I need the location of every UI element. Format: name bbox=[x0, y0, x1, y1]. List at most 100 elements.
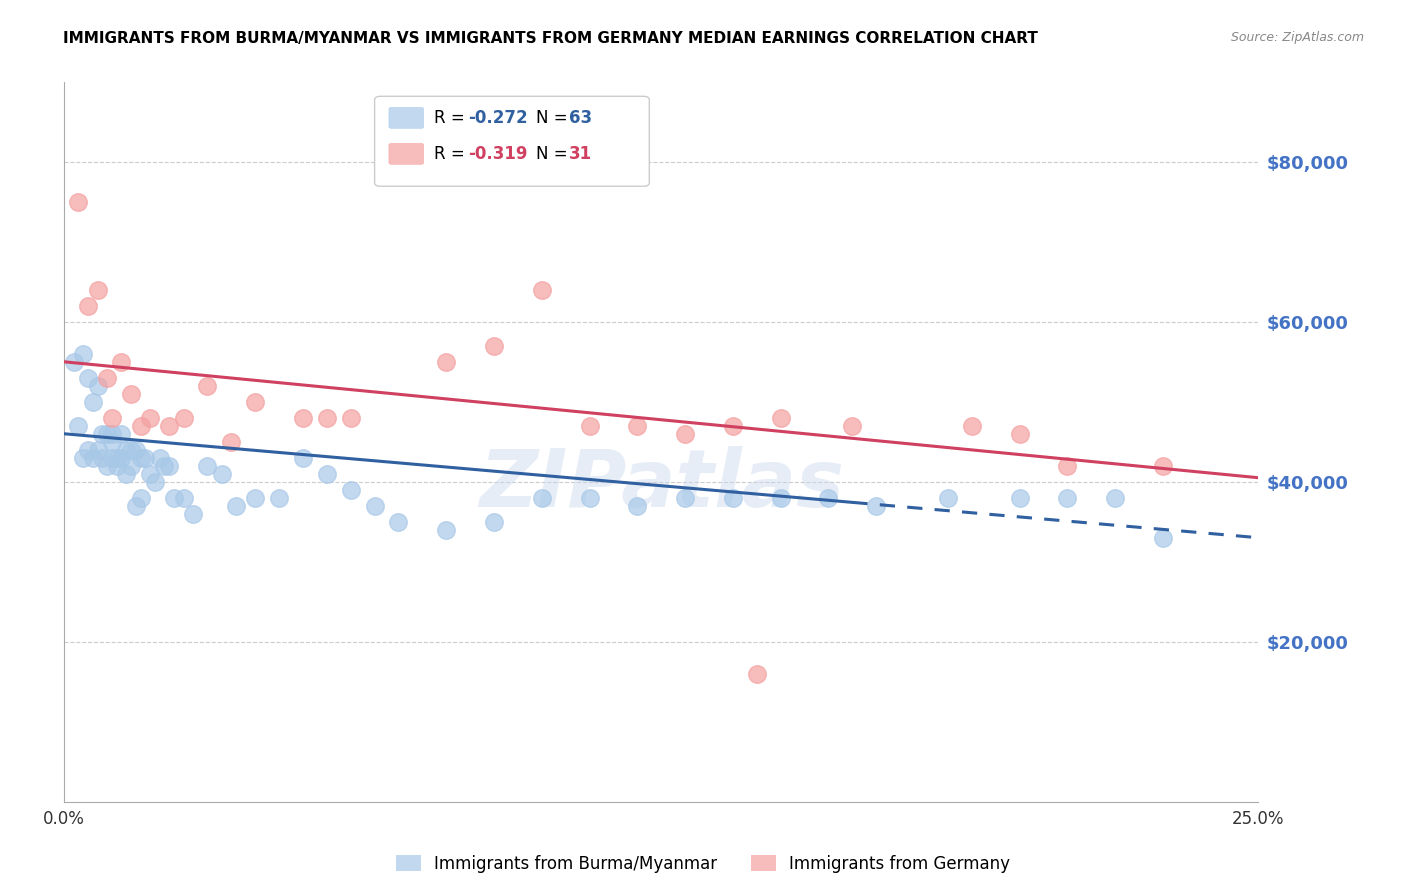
Point bbox=[626, 418, 648, 433]
FancyBboxPatch shape bbox=[389, 144, 423, 164]
Text: IMMIGRANTS FROM BURMA/MYANMAR VS IMMIGRANTS FROM GERMANY MEDIAN EARNINGS CORRELA: IMMIGRANTS FROM BURMA/MYANMAR VS IMMIGRA… bbox=[63, 31, 1038, 46]
Point bbox=[578, 418, 600, 433]
Point bbox=[163, 491, 186, 505]
Point bbox=[173, 410, 195, 425]
Point bbox=[157, 418, 180, 433]
Text: 31: 31 bbox=[569, 145, 592, 163]
Point bbox=[72, 347, 94, 361]
Point bbox=[143, 475, 166, 489]
Point bbox=[82, 450, 104, 465]
Point bbox=[626, 499, 648, 513]
Text: N =: N = bbox=[536, 109, 572, 127]
Point bbox=[363, 499, 385, 513]
Point bbox=[62, 355, 84, 369]
Point bbox=[139, 467, 162, 481]
Point bbox=[211, 467, 233, 481]
Point bbox=[482, 339, 505, 353]
Text: ZIPatlas: ZIPatlas bbox=[479, 446, 844, 524]
Point bbox=[125, 499, 148, 513]
Point bbox=[841, 418, 863, 433]
FancyBboxPatch shape bbox=[374, 96, 650, 186]
Point bbox=[129, 418, 152, 433]
Point bbox=[110, 450, 132, 465]
Point bbox=[197, 378, 219, 392]
Point bbox=[110, 426, 132, 441]
Point bbox=[173, 491, 195, 505]
Text: -0.272: -0.272 bbox=[468, 109, 527, 127]
Text: N =: N = bbox=[536, 145, 572, 163]
Point bbox=[219, 434, 242, 449]
Point bbox=[1008, 491, 1031, 505]
Point bbox=[139, 410, 162, 425]
Point bbox=[153, 458, 176, 473]
Point bbox=[96, 371, 118, 385]
Text: R =: R = bbox=[434, 109, 471, 127]
Point bbox=[578, 491, 600, 505]
Point bbox=[67, 194, 90, 209]
Point bbox=[86, 378, 108, 392]
Point bbox=[91, 450, 114, 465]
Point bbox=[745, 666, 768, 681]
Point bbox=[243, 491, 266, 505]
Point bbox=[134, 450, 156, 465]
Text: R =: R = bbox=[434, 145, 471, 163]
Text: 63: 63 bbox=[569, 109, 592, 127]
Point bbox=[1104, 491, 1126, 505]
Point bbox=[769, 491, 792, 505]
Point bbox=[101, 426, 124, 441]
Point bbox=[721, 418, 744, 433]
Point bbox=[769, 410, 792, 425]
Point bbox=[291, 450, 314, 465]
Point bbox=[101, 450, 124, 465]
Point bbox=[197, 458, 219, 473]
Text: Source: ZipAtlas.com: Source: ZipAtlas.com bbox=[1230, 31, 1364, 45]
Point bbox=[530, 283, 553, 297]
Point bbox=[82, 394, 104, 409]
Point bbox=[291, 410, 314, 425]
Point bbox=[120, 442, 142, 457]
Point bbox=[387, 515, 409, 529]
Point bbox=[149, 450, 172, 465]
Point bbox=[105, 458, 128, 473]
Point bbox=[315, 467, 337, 481]
Point bbox=[110, 355, 132, 369]
Point bbox=[1056, 458, 1078, 473]
Point bbox=[77, 371, 100, 385]
Point bbox=[101, 410, 124, 425]
Point bbox=[96, 426, 118, 441]
Point bbox=[243, 394, 266, 409]
Legend: Immigrants from Burma/Myanmar, Immigrants from Germany: Immigrants from Burma/Myanmar, Immigrant… bbox=[389, 848, 1017, 880]
Point bbox=[267, 491, 290, 505]
Point bbox=[1056, 491, 1078, 505]
Point bbox=[1152, 458, 1174, 473]
Point bbox=[315, 410, 337, 425]
Point bbox=[125, 442, 148, 457]
Point bbox=[530, 491, 553, 505]
Point bbox=[1152, 531, 1174, 545]
Point bbox=[434, 355, 457, 369]
Point bbox=[77, 442, 100, 457]
Point bbox=[339, 410, 361, 425]
Point bbox=[120, 386, 142, 401]
Point bbox=[181, 507, 204, 521]
Point bbox=[960, 418, 983, 433]
Point bbox=[865, 499, 887, 513]
Point bbox=[91, 426, 114, 441]
Point bbox=[1008, 426, 1031, 441]
Point bbox=[67, 418, 90, 433]
Point bbox=[721, 491, 744, 505]
Point bbox=[434, 523, 457, 537]
Point bbox=[339, 483, 361, 497]
Point bbox=[86, 283, 108, 297]
Point bbox=[225, 499, 247, 513]
Point bbox=[120, 458, 142, 473]
Point bbox=[115, 467, 138, 481]
Point bbox=[129, 450, 152, 465]
Point bbox=[673, 491, 696, 505]
Point bbox=[96, 458, 118, 473]
Point bbox=[673, 426, 696, 441]
Point bbox=[936, 491, 959, 505]
Text: -0.319: -0.319 bbox=[468, 145, 527, 163]
Point bbox=[129, 491, 152, 505]
Point bbox=[105, 450, 128, 465]
